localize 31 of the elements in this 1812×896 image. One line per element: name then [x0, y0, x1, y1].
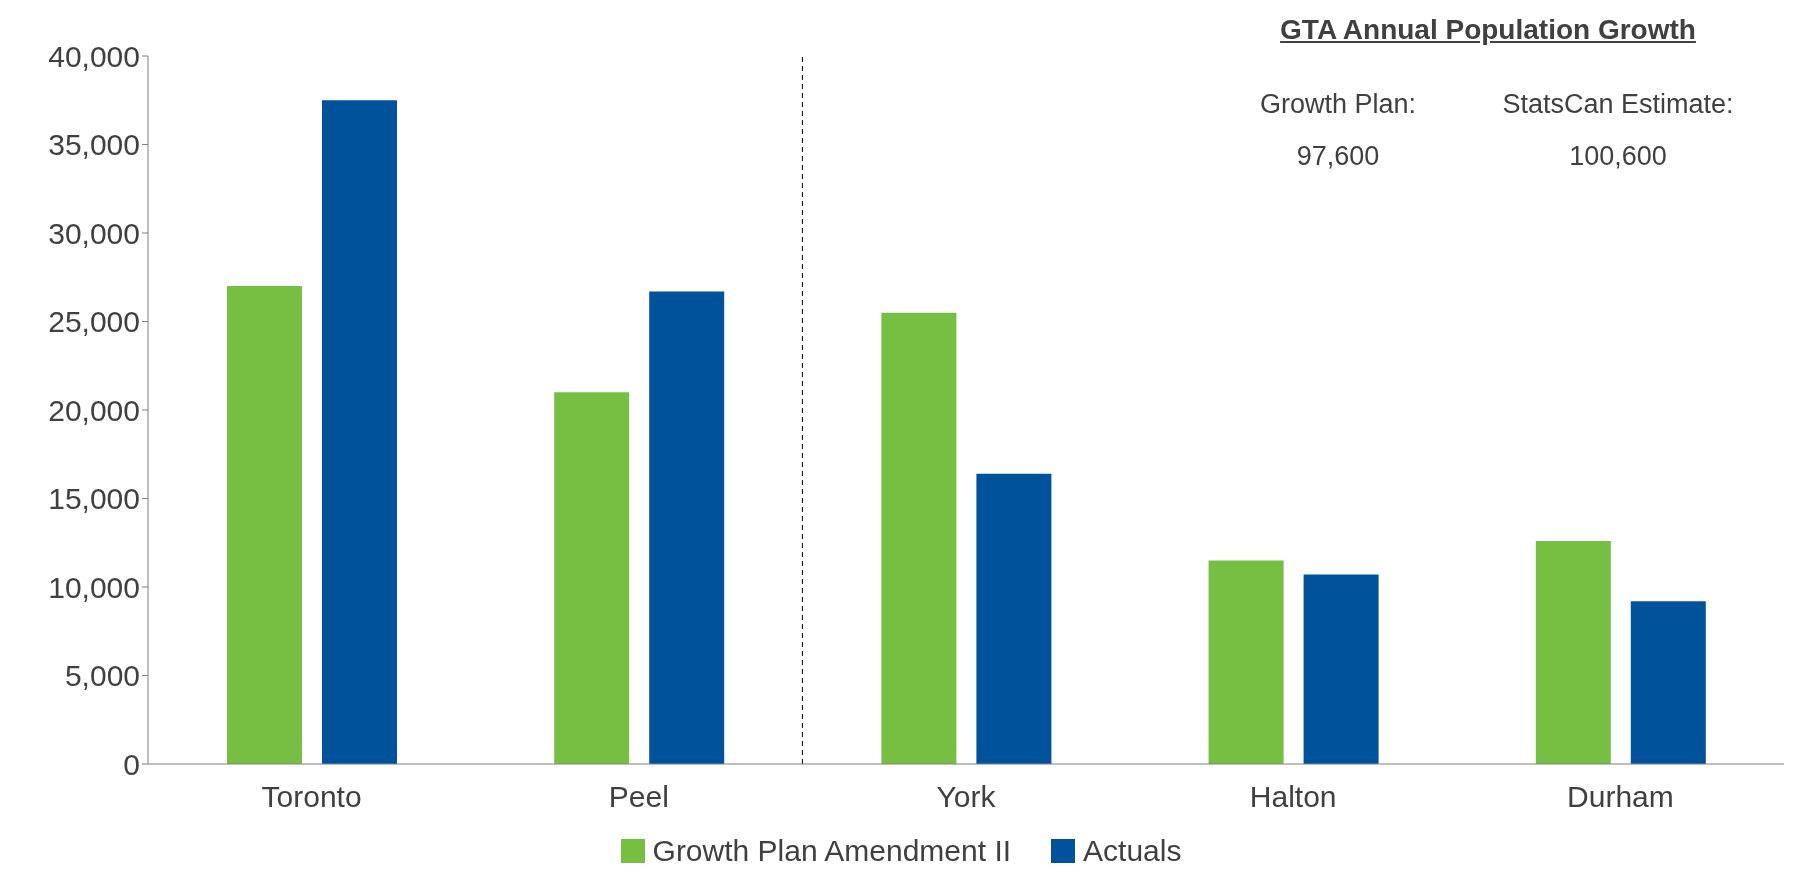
bar — [881, 312, 957, 764]
y-tick-label: 20,000 — [48, 393, 140, 427]
y-tick-label: 35,000 — [48, 128, 140, 162]
y-tick-label: 10,000 — [48, 570, 140, 604]
annotation: StatsCan Estimate: — [1501, 88, 1735, 121]
bar — [554, 392, 630, 764]
legend-label: Actuals — [1083, 834, 1182, 868]
y-tick-label: 25,000 — [48, 305, 140, 339]
legend-label: Growth Plan Amendment II — [652, 834, 1012, 868]
bar — [1535, 540, 1611, 764]
annotation: 100,600 — [1568, 140, 1668, 173]
x-tick-label: Halton — [1249, 780, 1337, 814]
y-tick-label: 15,000 — [48, 482, 140, 516]
bar — [227, 286, 302, 764]
chart-title: GTA Annual Population Growth — [1279, 14, 1697, 46]
x-tick-label: Peel — [608, 780, 669, 814]
bar — [1208, 560, 1284, 764]
x-tick-label: Toronto — [261, 780, 362, 814]
bar — [649, 291, 725, 764]
y-tick-label: 0 — [123, 747, 140, 781]
annotation: Growth Plan: — [1258, 88, 1418, 121]
bar — [322, 100, 397, 764]
y-tick-label: 5,000 — [64, 659, 140, 693]
y-tick-label: 40,000 — [48, 39, 140, 73]
bar — [1303, 574, 1379, 764]
annotation: 97,600 — [1295, 140, 1381, 173]
bar — [976, 473, 1052, 764]
x-tick-label: Durham — [1567, 780, 1674, 814]
y-tick-label: 30,000 — [48, 216, 140, 250]
x-tick-label: York — [936, 780, 997, 814]
bar — [1630, 601, 1706, 764]
